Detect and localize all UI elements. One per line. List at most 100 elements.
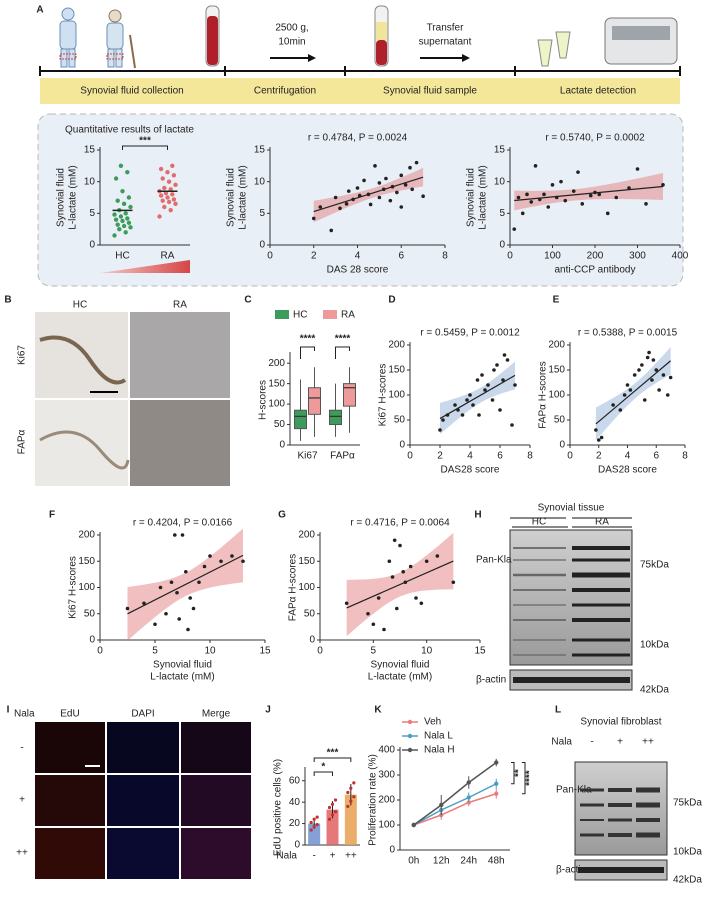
panel-letter: H bbox=[474, 510, 481, 521]
point bbox=[388, 198, 393, 203]
western-blots bbox=[509, 517, 668, 881]
y-tick-label: 10 bbox=[494, 176, 506, 187]
label: HC bbox=[73, 300, 87, 311]
series-line bbox=[413, 783, 497, 826]
point bbox=[186, 627, 190, 632]
y-tick-label: 150 bbox=[388, 365, 405, 376]
point bbox=[352, 781, 356, 785]
point bbox=[170, 163, 175, 169]
point bbox=[661, 373, 666, 377]
point bbox=[486, 383, 490, 387]
point bbox=[373, 164, 377, 168]
y-tick-label: 10 bbox=[254, 176, 266, 187]
label: ++ bbox=[642, 737, 654, 748]
point bbox=[162, 185, 167, 191]
point bbox=[346, 804, 350, 809]
ihc-images bbox=[35, 312, 230, 486]
y-tick-label: 15 bbox=[84, 145, 96, 156]
point bbox=[338, 206, 342, 211]
point bbox=[166, 199, 172, 205]
point bbox=[599, 435, 604, 440]
point bbox=[241, 559, 245, 564]
label: 75kDa bbox=[673, 798, 702, 809]
point bbox=[571, 189, 576, 193]
point bbox=[346, 189, 351, 193]
panel-letter: E bbox=[553, 295, 560, 306]
y-tick-label: 0 bbox=[89, 635, 95, 646]
annotation: r = 0.5740, P = 0.0002 bbox=[545, 133, 645, 144]
point bbox=[614, 195, 619, 200]
y-tick-label: 400 bbox=[378, 745, 395, 756]
point bbox=[173, 533, 177, 537]
y-tick-label: 50 bbox=[554, 415, 566, 426]
label: Synovial fibroblast bbox=[580, 717, 661, 728]
point bbox=[546, 205, 551, 209]
panel-letter: K bbox=[374, 705, 382, 716]
point bbox=[594, 428, 598, 432]
label: β-actin bbox=[556, 865, 586, 876]
annotation: r = 0.4716, P = 0.0064 bbox=[350, 518, 450, 529]
point bbox=[381, 187, 386, 192]
point bbox=[395, 190, 399, 195]
y-tick-label: 0 bbox=[309, 635, 315, 646]
point bbox=[628, 388, 633, 392]
point bbox=[401, 569, 406, 574]
confidence-band bbox=[514, 173, 663, 211]
significance: **** bbox=[525, 770, 536, 786]
x-tick-label: 0 bbox=[567, 451, 573, 462]
label: 10kDa bbox=[640, 640, 669, 651]
point bbox=[399, 173, 404, 178]
panel-letter: A bbox=[36, 5, 43, 16]
point bbox=[318, 205, 323, 209]
point bbox=[309, 820, 313, 825]
point bbox=[642, 398, 647, 402]
x-tick-label: 6 bbox=[497, 451, 503, 462]
y-tick-label: 200 bbox=[378, 795, 395, 806]
y-tick-label: 40 bbox=[289, 797, 301, 808]
y-tick-label: 5 bbox=[499, 208, 505, 219]
legend-label: HC bbox=[293, 310, 307, 321]
panel-letter: D bbox=[388, 295, 395, 306]
y-tick-label: 300 bbox=[378, 770, 395, 781]
label: + bbox=[19, 795, 25, 806]
point bbox=[668, 375, 673, 380]
point bbox=[640, 363, 644, 367]
y-tick-label: 0 bbox=[559, 440, 565, 451]
legend-swatch bbox=[275, 310, 289, 319]
bracket bbox=[300, 346, 315, 359]
point bbox=[115, 222, 120, 227]
point bbox=[460, 413, 465, 417]
y-axis-title: L-lactate (mM) bbox=[68, 165, 79, 229]
y-tick-label: 100 bbox=[268, 399, 285, 410]
point bbox=[665, 393, 670, 397]
x-tick-label: 8 bbox=[527, 451, 533, 462]
label: Nala bbox=[14, 709, 35, 720]
point bbox=[510, 423, 514, 427]
y-tick-label: 10 bbox=[84, 176, 96, 187]
point bbox=[501, 378, 505, 382]
point bbox=[550, 183, 555, 187]
point bbox=[125, 169, 130, 175]
point bbox=[168, 207, 173, 213]
y-tick-label: 15 bbox=[494, 145, 506, 156]
x-tick-label: 6 bbox=[653, 451, 659, 462]
point bbox=[490, 398, 495, 402]
y-axis-title: Proliferation rate (%) bbox=[368, 754, 379, 846]
legend-label: Nala H bbox=[424, 745, 455, 756]
point bbox=[112, 233, 117, 238]
point bbox=[165, 195, 170, 200]
point bbox=[128, 225, 133, 230]
point bbox=[153, 622, 157, 627]
x-tick-label: 10 bbox=[421, 646, 433, 657]
y-tick-label: 50 bbox=[84, 608, 96, 619]
point bbox=[126, 195, 132, 200]
fit-line bbox=[127, 554, 244, 615]
point bbox=[559, 179, 563, 184]
point bbox=[368, 202, 373, 207]
point bbox=[650, 378, 654, 382]
point bbox=[502, 353, 507, 357]
legend-label: Veh bbox=[424, 717, 441, 728]
marker bbox=[411, 822, 416, 828]
point bbox=[632, 373, 637, 377]
y-tick-label: 5 bbox=[259, 208, 265, 219]
